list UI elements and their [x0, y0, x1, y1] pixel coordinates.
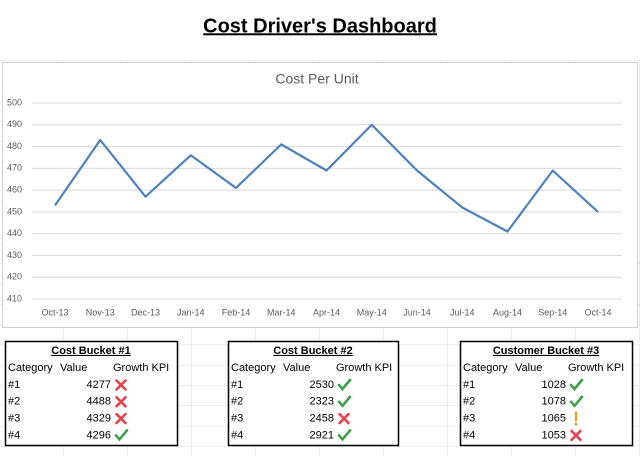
x-tick-label: Oct-14 — [584, 307, 611, 317]
category-cell: #3 — [231, 413, 243, 425]
x-tick-label: Feb-14 — [222, 307, 251, 317]
x-tick-label: Oct-13 — [41, 307, 68, 317]
table-border — [459, 340, 634, 447]
kpi-cross-icon — [338, 412, 350, 425]
category-cell: #3 — [8, 413, 20, 425]
x-tick-label: Jul-14 — [450, 307, 475, 317]
column-header: Category — [8, 362, 53, 374]
value-cell: 2921 — [310, 429, 334, 441]
category-cell: #4 — [463, 429, 475, 441]
table-title: Customer Bucket #3 — [493, 345, 599, 357]
value-cell: 4296 — [87, 429, 111, 441]
chart-area — [2, 62, 638, 328]
column-header: Category — [231, 362, 276, 374]
column-header: Growth KPI — [113, 362, 169, 374]
y-tick-label: 420 — [7, 272, 22, 282]
y-tick-label: 440 — [7, 228, 22, 238]
kpi-check-icon — [569, 378, 584, 392]
kpi-check-icon — [337, 429, 352, 442]
dashboard-title: Cost Driver's Dashboard — [203, 15, 437, 37]
x-tick-label: Dec-13 — [131, 307, 160, 317]
table-bg — [228, 341, 398, 445]
kpi-check-icon — [337, 395, 352, 408]
value-cell: 1065 — [542, 413, 566, 425]
column-header: Value — [283, 362, 310, 374]
value-cell: 4488 — [87, 396, 111, 408]
value-cell: 4277 — [87, 379, 111, 391]
column-header: Value — [60, 362, 87, 374]
y-tick-label: 430 — [7, 250, 22, 260]
x-tick-label: Mar-14 — [267, 307, 296, 317]
kpi-cross-icon — [115, 412, 127, 425]
y-tick-label: 500 — [7, 97, 22, 107]
value-cell: 2458 — [310, 413, 334, 425]
value-cell: 1053 — [542, 429, 566, 441]
kpi-cross-icon — [115, 379, 127, 391]
title-area — [0, 0, 640, 60]
column-header: Growth KPI — [568, 362, 624, 374]
chart-title: Cost Per Unit — [275, 71, 358, 87]
x-tick-label: Sep-14 — [538, 307, 567, 317]
y-tick-label: 460 — [7, 184, 22, 194]
table-title: Cost Bucket #2 — [273, 345, 352, 357]
x-tick-label: Nov-13 — [86, 307, 115, 317]
value-cell: 1028 — [542, 379, 566, 391]
y-tick-label: 450 — [7, 206, 22, 216]
category-cell: #4 — [231, 429, 243, 441]
category-cell: #1 — [231, 379, 243, 391]
x-tick-label: May-14 — [357, 307, 387, 317]
value-cell: 1078 — [542, 396, 566, 408]
kpi-check-icon — [337, 378, 352, 392]
table-title: Cost Bucket #1 — [51, 345, 130, 357]
value-cell: 4329 — [87, 413, 111, 425]
category-cell: #4 — [8, 429, 20, 441]
table-bg — [460, 341, 632, 445]
kpi-cross-icon — [570, 429, 582, 442]
value-cell: 2323 — [310, 396, 334, 408]
category-cell: #1 — [8, 379, 20, 391]
kpi-check-icon — [569, 395, 584, 408]
table-bg — [5, 341, 177, 445]
category-cell: #2 — [231, 396, 243, 408]
table-border — [4, 340, 179, 447]
kpi-check-icon — [114, 429, 129, 442]
category-cell: #2 — [463, 396, 475, 408]
x-tick-label: Aug-14 — [493, 307, 522, 317]
column-header: Value — [515, 362, 542, 374]
x-tick-label: Jan-14 — [177, 307, 205, 317]
x-tick-label: Jun-14 — [403, 307, 431, 317]
table-border — [227, 340, 400, 447]
y-tick-label: 480 — [7, 141, 22, 151]
column-header: Growth KPI — [336, 362, 392, 374]
category-cell: #1 — [463, 379, 475, 391]
category-cell: #3 — [463, 413, 475, 425]
column-header: Category — [463, 362, 508, 374]
kpi-warn-dot — [574, 422, 578, 426]
y-tick-label: 410 — [7, 293, 22, 303]
y-tick-label: 490 — [7, 119, 22, 129]
value-cell: 2530 — [310, 379, 334, 391]
data-line — [54, 123, 599, 233]
category-cell: #2 — [8, 396, 20, 408]
y-tick-label: 470 — [7, 163, 22, 173]
x-tick-label: Apr-14 — [313, 307, 340, 317]
kpi-cross-icon — [115, 396, 127, 408]
